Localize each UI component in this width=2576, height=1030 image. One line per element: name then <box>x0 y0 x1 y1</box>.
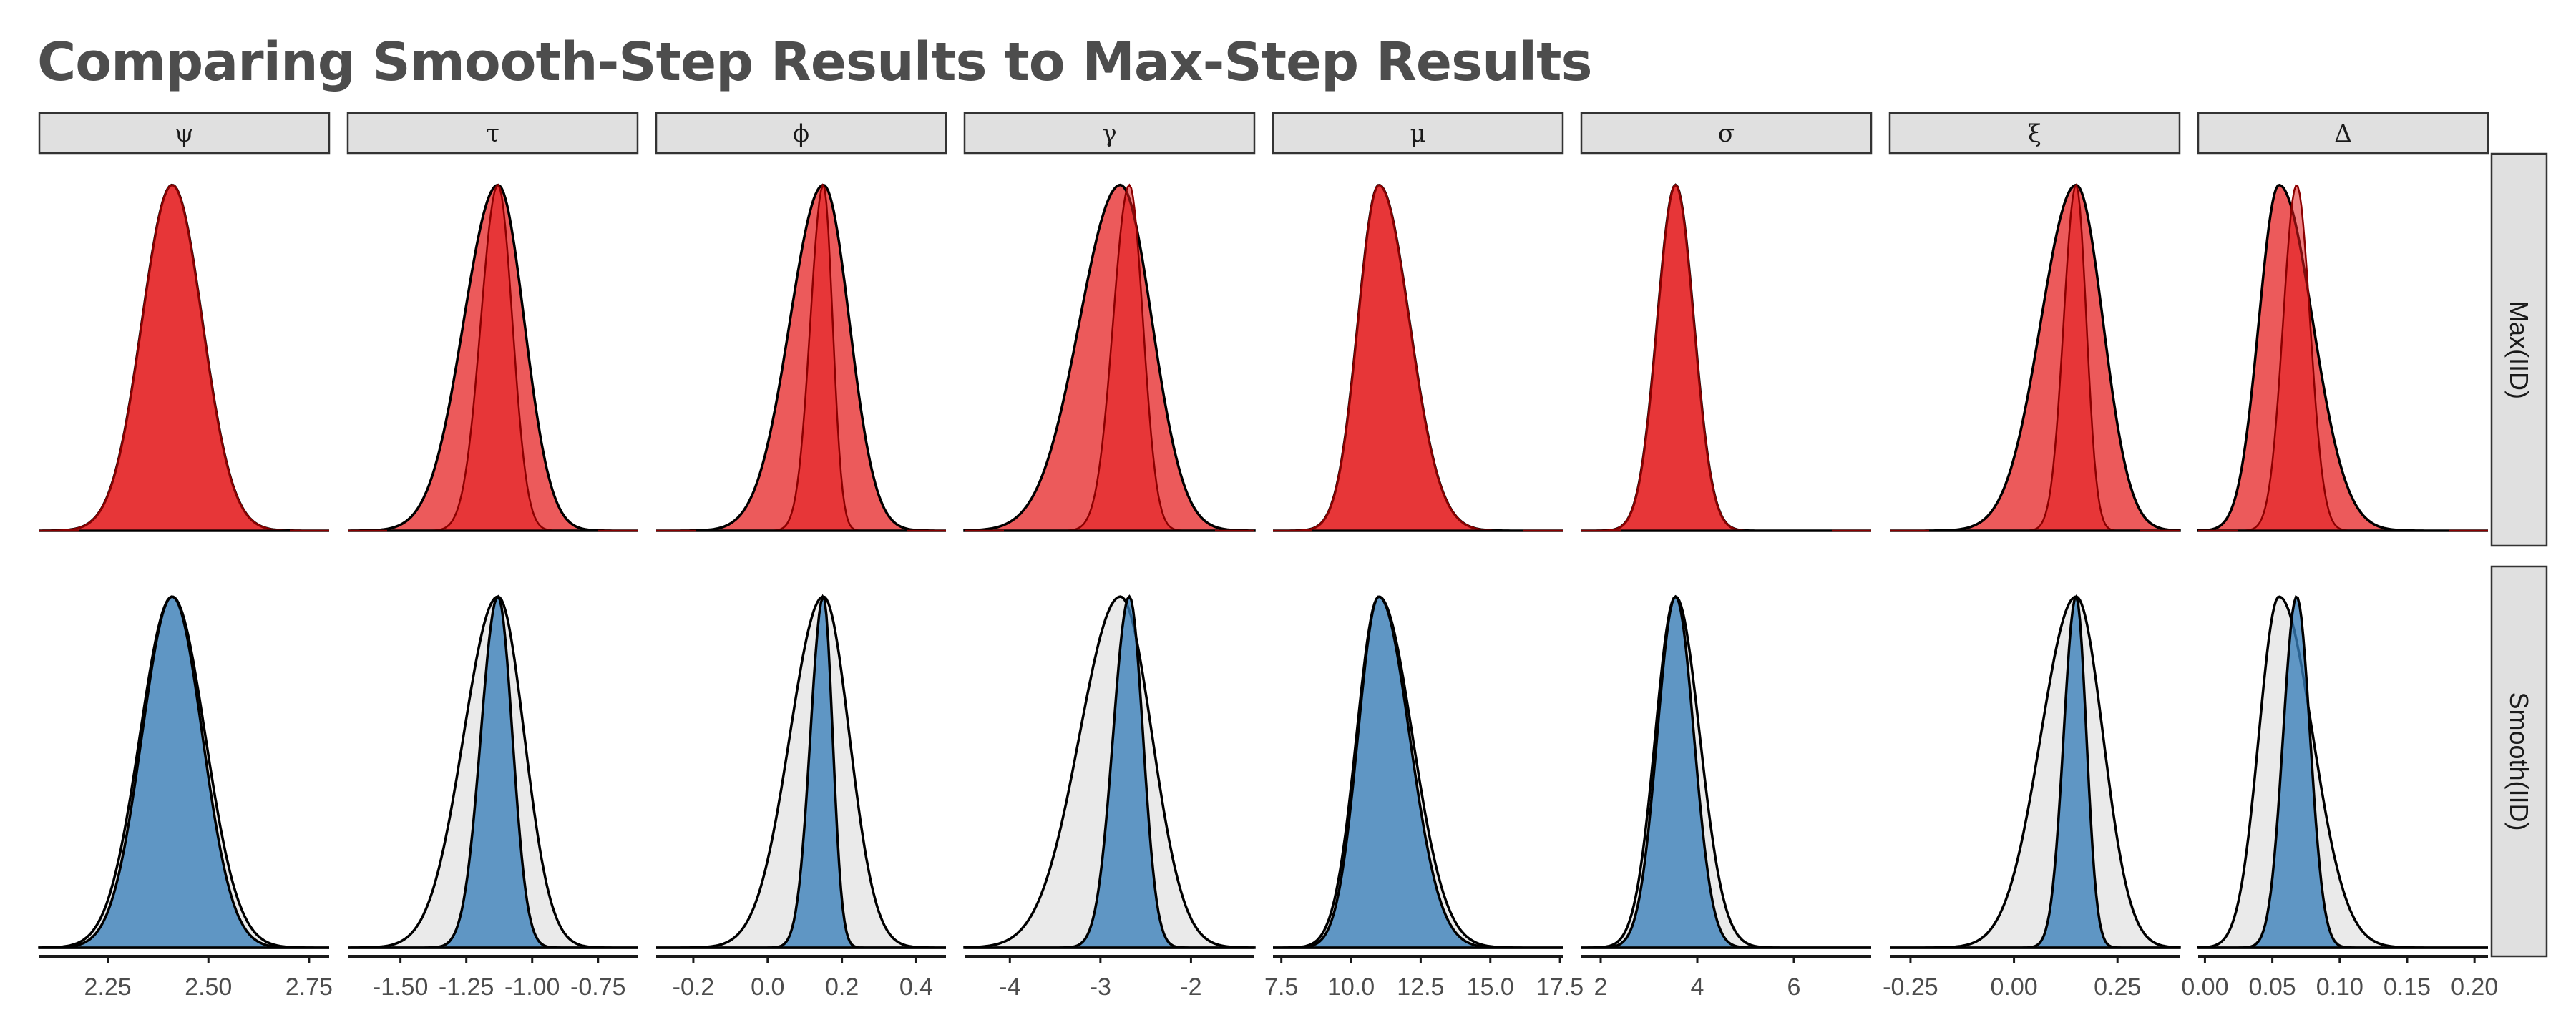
density-smooth-iid <box>1581 594 1871 949</box>
x-tick-label: 0.15 <box>2384 973 2431 1001</box>
density-max-iid <box>2197 183 2488 532</box>
x-tick-label: 2.75 <box>286 973 333 1001</box>
x-tick-label: 0.00 <box>1990 973 2037 1001</box>
density-smooth-overlay <box>1581 183 1871 532</box>
facet-label: ψ <box>175 119 194 148</box>
density-smooth-iid <box>1890 594 2180 949</box>
x-tick-label: -4 <box>999 973 1020 1001</box>
x-tick-label: 0.2 <box>825 973 859 1001</box>
x-tick-label: -1.50 <box>373 973 429 1001</box>
row-strip <box>2490 152 2548 547</box>
facet-label: γ <box>1102 119 1116 148</box>
density-max-overlay <box>1581 595 1871 949</box>
x-tick-label: 0.4 <box>899 973 933 1001</box>
x-tick-label: 0.20 <box>2451 973 2498 1001</box>
x-tick-label: 2.50 <box>185 973 232 1001</box>
facet-label: τ <box>486 119 499 148</box>
facet-strip <box>1580 112 1873 154</box>
facet-strip <box>655 112 947 154</box>
row-strip <box>2490 565 2548 958</box>
x-tick-label: -1.25 <box>439 973 494 1001</box>
facet-strip <box>2197 112 2489 154</box>
density-smooth-overlay <box>348 183 638 532</box>
density-max-overlay <box>1890 595 2181 949</box>
x-tick-label: -1.00 <box>504 973 560 1001</box>
density-max-iid <box>1581 183 1871 532</box>
x-tick-label: -2 <box>1180 973 1201 1001</box>
facet-label: μ <box>1410 119 1425 148</box>
x-tick-label: 12.5 <box>1397 973 1444 1001</box>
facet-label: ξ <box>2028 119 2041 148</box>
facet-strip <box>1888 112 2181 154</box>
facet-strip <box>38 112 331 154</box>
density-max-overlay <box>2197 595 2488 949</box>
x-tick-label: 2 <box>1594 973 1608 1001</box>
x-tick-label: 7.5 <box>1264 973 1298 1001</box>
density-max-iid <box>1890 183 2181 532</box>
facet-label: σ <box>1718 119 1735 148</box>
facet-strip <box>346 112 639 154</box>
x-tick-label: 15.0 <box>1467 973 1514 1001</box>
x-tick-label: 4 <box>1691 973 1704 1001</box>
density-smooth-iid <box>965 594 1254 949</box>
x-tick-label: 0.10 <box>2316 973 2363 1001</box>
density-smooth-overlay <box>39 184 329 532</box>
x-tick-label: 2.25 <box>84 973 132 1001</box>
density-smooth-iid <box>1273 595 1563 949</box>
x-tick-label: -0.25 <box>1883 973 1938 1001</box>
x-tick-label: 0.0 <box>751 973 784 1001</box>
facet-label: Δ <box>2334 119 2352 148</box>
x-tick-label: -3 <box>1090 973 1111 1001</box>
row-label: Smooth(IID) <box>2504 692 2534 830</box>
density-smooth-iid <box>2198 594 2488 949</box>
x-tick-label: -0.2 <box>673 973 715 1001</box>
facet-strip <box>963 112 1256 154</box>
x-tick-label: 0.05 <box>2249 973 2296 1001</box>
chart-title: Comparing Smooth-Step Results to Max-Ste… <box>37 31 1593 93</box>
facet-strip <box>1272 112 1564 154</box>
density-smooth-iid <box>656 594 946 949</box>
facet-label: ϕ <box>793 119 809 148</box>
x-tick-label: 0.00 <box>2181 973 2228 1001</box>
density-smooth-iid <box>348 594 638 949</box>
density-smooth-overlay <box>1273 184 1563 532</box>
x-tick-label: 6 <box>1787 973 1801 1001</box>
density-smooth-iid <box>39 595 329 949</box>
x-tick-label: 17.5 <box>1536 973 1584 1001</box>
x-tick-label: 0.25 <box>2094 973 2141 1001</box>
x-tick-label: -0.75 <box>570 973 626 1001</box>
x-tick-label: 10.0 <box>1327 973 1375 1001</box>
row-label: Max(IID) <box>2504 300 2534 399</box>
